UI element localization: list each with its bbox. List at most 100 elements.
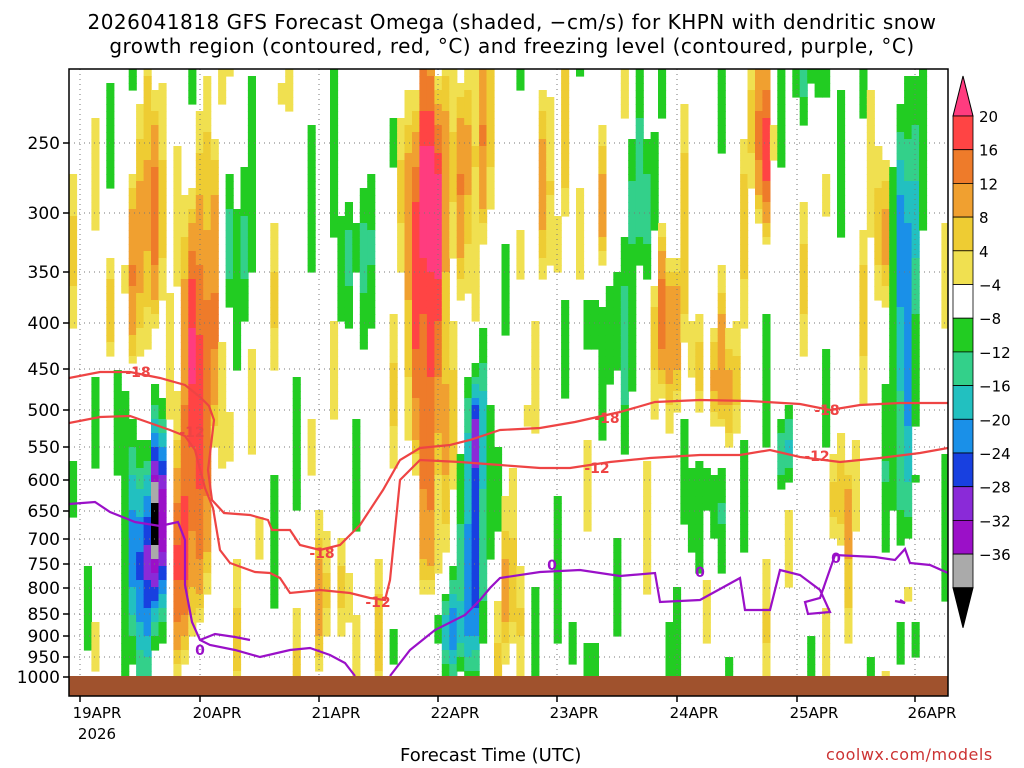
omega-cell xyxy=(561,83,570,91)
omega-cell xyxy=(143,594,152,602)
omega-cell xyxy=(740,188,749,196)
omega-cell xyxy=(352,251,361,259)
omega-cell xyxy=(613,342,622,350)
omega-cell xyxy=(866,146,875,154)
omega-cell xyxy=(673,328,682,336)
omega-cell xyxy=(717,342,726,350)
omega-cell xyxy=(434,279,443,287)
omega-cell xyxy=(755,153,764,161)
omega-cell xyxy=(866,153,875,161)
omega-cell xyxy=(270,510,279,518)
omega-cell xyxy=(702,615,711,623)
omega-cell xyxy=(218,440,227,448)
omega-cell xyxy=(441,307,450,315)
omega-cell xyxy=(255,538,264,546)
omega-cell xyxy=(315,629,324,637)
omega-cell xyxy=(755,167,764,175)
omega-cell xyxy=(486,139,495,147)
omega-cell xyxy=(210,356,219,364)
omega-cell xyxy=(538,111,547,119)
omega-cell xyxy=(136,209,145,217)
omega-cell xyxy=(650,195,659,203)
omega-cell xyxy=(464,517,473,525)
omega-cell xyxy=(128,580,137,588)
omega-cell xyxy=(419,426,428,434)
omega-cell xyxy=(494,643,503,651)
omega-cell xyxy=(516,69,525,77)
omega-cell xyxy=(613,615,622,623)
omega-cell xyxy=(755,188,764,196)
omega-cell xyxy=(553,223,562,231)
omega-cell xyxy=(441,132,450,140)
omega-cell xyxy=(292,657,301,665)
omega-cell xyxy=(434,244,443,252)
omega-cell xyxy=(725,405,734,413)
omega-cell xyxy=(516,657,525,665)
omega-cell xyxy=(359,328,368,336)
omega-cell xyxy=(471,573,480,581)
colorbar-label: −20 xyxy=(979,411,1011,429)
omega-cell xyxy=(471,146,480,154)
omega-cell xyxy=(106,293,115,301)
omega-cell xyxy=(471,545,480,553)
omega-cell xyxy=(426,321,435,329)
omega-cell xyxy=(374,566,383,574)
omega-cell xyxy=(866,167,875,175)
omega-cell xyxy=(799,272,808,280)
omega-cell xyxy=(367,237,376,245)
omega-cell xyxy=(344,272,353,280)
omega-cell xyxy=(344,615,353,623)
omega-cell xyxy=(330,160,339,168)
omega-cell xyxy=(725,349,734,357)
omega-cell xyxy=(151,223,160,231)
omega-cell xyxy=(464,433,473,441)
omega-cell xyxy=(151,181,160,189)
omega-cell xyxy=(911,307,920,315)
omega-cell xyxy=(173,629,182,637)
omega-cell xyxy=(799,202,808,210)
omega-cell xyxy=(508,552,517,560)
omega-cell xyxy=(188,503,197,511)
omega-cell xyxy=(561,370,570,378)
omega-cell xyxy=(896,111,905,119)
omega-cell xyxy=(449,468,458,476)
omega-cell xyxy=(121,286,130,294)
omega-cell xyxy=(717,111,726,119)
omega-cell xyxy=(531,335,540,343)
omega-cell xyxy=(374,559,383,567)
omega-cell xyxy=(486,538,495,546)
omega-cell xyxy=(173,272,182,280)
omega-cell xyxy=(844,594,853,602)
freezing-contour-label: 0 xyxy=(195,643,205,659)
omega-cell xyxy=(904,440,913,448)
omega-cell xyxy=(426,356,435,364)
omega-cell xyxy=(210,398,219,406)
omega-cell xyxy=(911,377,920,385)
omega-cell xyxy=(919,174,928,182)
omega-cell xyxy=(188,419,197,427)
omega-cell xyxy=(441,615,450,623)
omega-cell xyxy=(904,356,913,364)
omega-cell xyxy=(426,335,435,343)
omega-cell xyxy=(561,335,570,343)
omega-cell xyxy=(904,146,913,154)
omega-cell xyxy=(240,307,249,315)
omega-cell xyxy=(896,482,905,490)
omega-cell xyxy=(658,328,667,336)
omega-cell xyxy=(158,132,167,140)
omega-cell xyxy=(471,286,480,294)
omega-cell xyxy=(441,405,450,413)
omega-cell xyxy=(546,237,555,245)
omega-cell xyxy=(471,433,480,441)
omega-cell xyxy=(128,594,137,602)
omega-cell xyxy=(210,328,219,336)
omega-cell xyxy=(665,300,674,308)
omega-cell xyxy=(374,650,383,658)
omega-cell xyxy=(203,97,212,105)
omega-cell xyxy=(441,328,450,336)
omega-cell xyxy=(195,545,204,553)
credit-link[interactable]: coolwx.com/models xyxy=(826,745,993,764)
omega-cell xyxy=(881,461,890,469)
omega-cell xyxy=(397,174,406,182)
